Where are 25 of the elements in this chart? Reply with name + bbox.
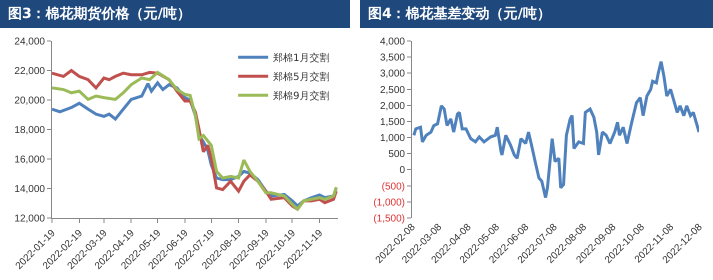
y-tick-label: 16,000	[14, 154, 46, 166]
y-tick-label: 1,000	[380, 133, 406, 144]
y-tick-label: 1,500	[380, 116, 406, 128]
chart-title: 图4：棉花基差变动（元/吨）	[360, 0, 713, 28]
y-tick-label: 2,500	[380, 84, 406, 96]
y-tick-label: 3,500	[380, 52, 406, 64]
y-tick-label: 12,000	[14, 214, 46, 224]
y-tick-label: (500)	[382, 181, 405, 192]
y-tick-label: 18,000	[14, 125, 46, 136]
y-tick-label: (1,500)	[373, 214, 405, 224]
y-tick-label: 22,000	[14, 66, 46, 77]
y-tick-label: 0	[399, 165, 406, 176]
y-tick-label: 14,000	[14, 184, 46, 195]
legend-label: 郑棉9月交割	[273, 90, 330, 102]
chart-title: 图3：棉花期货价格（元/吨）	[0, 0, 350, 28]
y-tick-label: 500	[388, 149, 406, 160]
y-tick-label: 2,000	[380, 100, 406, 112]
line-series	[412, 60, 699, 200]
y-tick-label: 3,000	[380, 68, 406, 80]
y-tick-label: (1,000)	[373, 197, 405, 208]
y-tick-label: 20,000	[14, 96, 46, 106]
legend-label: 郑棉5月交割	[273, 71, 330, 84]
legend-label: 郑棉1月交割	[273, 52, 330, 64]
y-tick-label: 24,000	[14, 36, 46, 48]
y-tick-label: 4,000	[380, 36, 406, 48]
